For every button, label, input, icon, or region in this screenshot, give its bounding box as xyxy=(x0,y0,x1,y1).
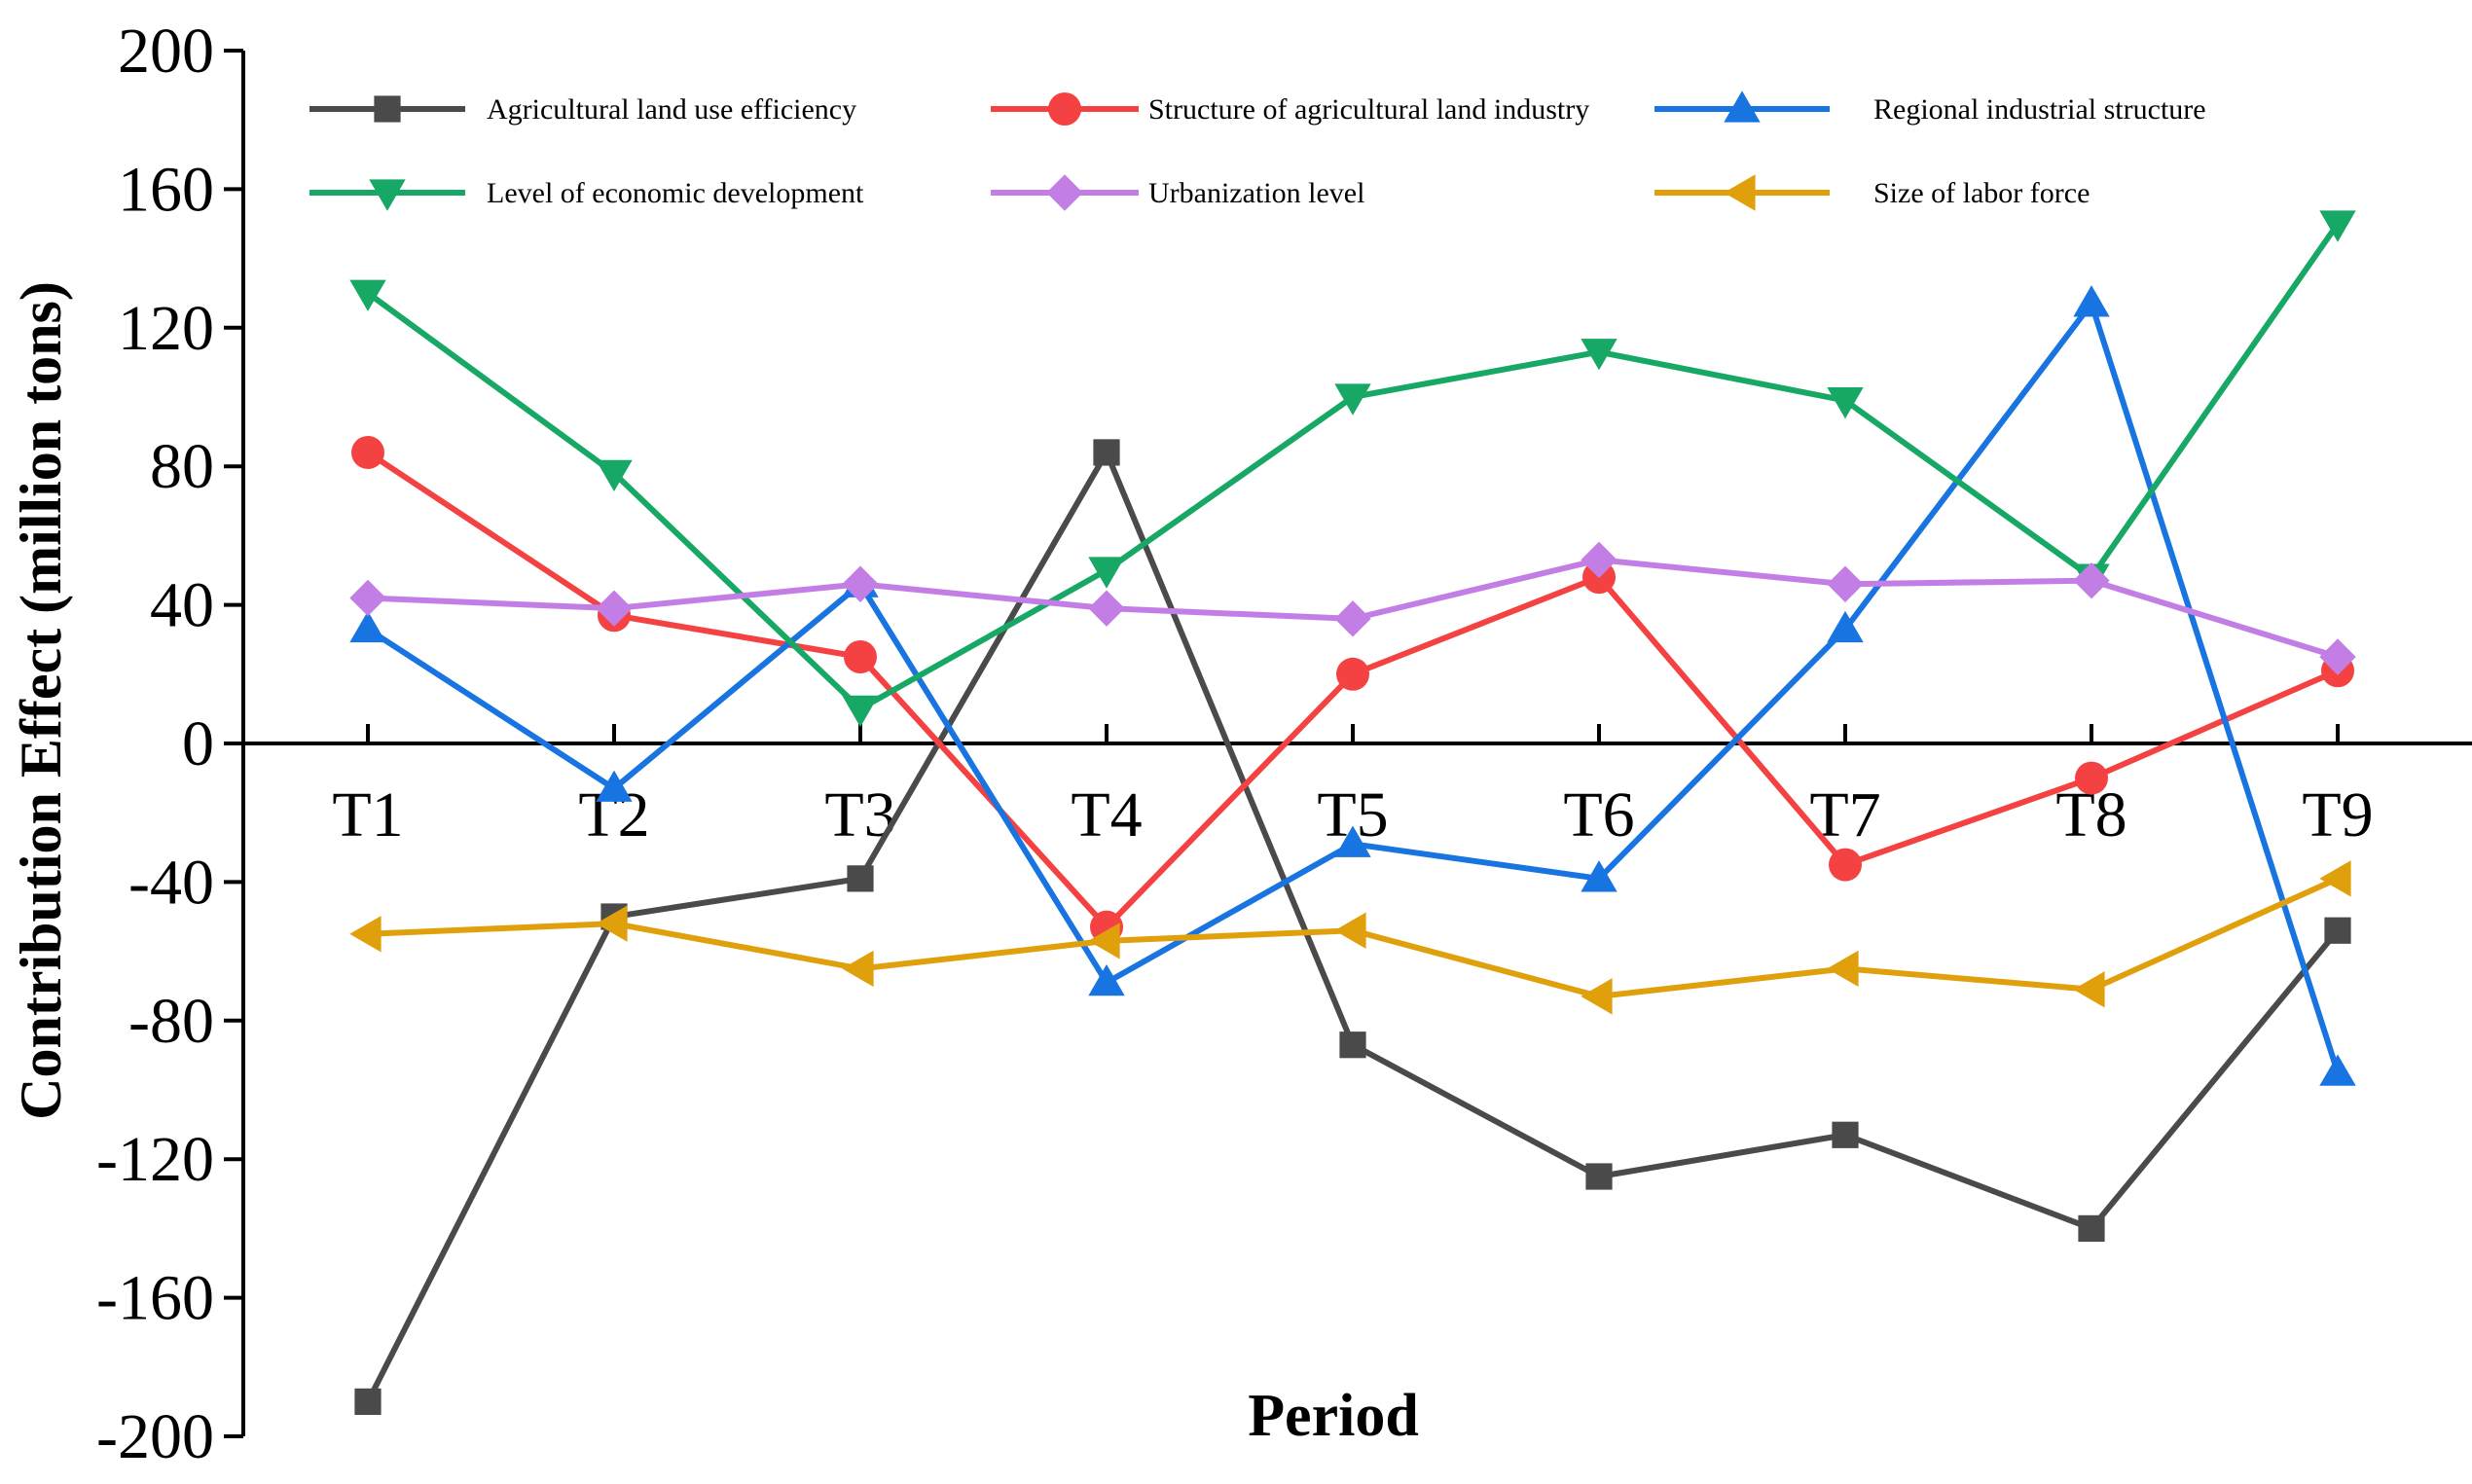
x-tick-label: T1 xyxy=(332,779,403,851)
legend-item: Structure of agricultural land industry xyxy=(991,92,1589,126)
data-point xyxy=(596,590,633,627)
data-point xyxy=(1827,610,1864,643)
data-point xyxy=(2319,1054,2356,1086)
data-point xyxy=(596,459,633,492)
data-point xyxy=(349,610,386,643)
data-point xyxy=(2319,638,2356,675)
data-point xyxy=(2319,860,2351,897)
data-point xyxy=(2073,285,2110,317)
y-tick-label: -120 xyxy=(96,1124,214,1195)
y-tick-label: 120 xyxy=(118,293,214,364)
data-point xyxy=(2319,210,2356,242)
data-point xyxy=(2073,971,2105,1008)
y-axis-title: Contribution Effect (million tons) xyxy=(9,281,73,1120)
legend: Agricultural land use efficiency Structur… xyxy=(309,90,2206,211)
data-point xyxy=(1088,963,1125,996)
data-point xyxy=(1334,383,1371,416)
data-point xyxy=(1334,600,1371,637)
data-point xyxy=(596,905,628,942)
y-tick-label: 40 xyxy=(150,570,214,641)
data-point xyxy=(1827,950,1859,988)
data-point xyxy=(349,916,382,953)
data-point xyxy=(349,279,386,311)
legend-marker xyxy=(1724,90,1761,123)
data-point xyxy=(1829,848,1862,882)
legend-label: Agricultural land use efficiency xyxy=(487,93,856,126)
data-point xyxy=(354,1388,382,1415)
data-point xyxy=(1581,978,1613,1015)
data-point xyxy=(1832,1121,1859,1148)
legend-item: Regional industrial structure xyxy=(1654,90,2206,126)
series-urbanization-level xyxy=(349,541,2356,675)
legend-item: Agricultural land use efficiency xyxy=(309,93,856,126)
data-point xyxy=(1088,557,1125,589)
x-tick-label: T4 xyxy=(1071,779,1142,851)
y-tick-label: -160 xyxy=(96,1263,214,1334)
x-axis-title: Period xyxy=(1248,1383,1419,1449)
data-point xyxy=(1088,590,1125,627)
data-point xyxy=(1334,825,1371,857)
legend-label: Structure of agricultural land industry xyxy=(1148,93,1589,126)
data-point xyxy=(596,770,633,802)
legend-label: Size of labor force xyxy=(1873,177,2090,209)
x-tick-label: T6 xyxy=(1563,779,1634,851)
data-point xyxy=(844,640,877,673)
y-tick-label: -200 xyxy=(96,1401,214,1472)
data-point xyxy=(1088,923,1120,959)
data-point xyxy=(1339,1032,1366,1059)
legend-item: Urbanization level xyxy=(991,174,1364,211)
data-point xyxy=(1581,339,1618,371)
series-level-of-economic-development xyxy=(349,210,2356,728)
y-tick-label: 0 xyxy=(182,708,214,779)
x-tick-label: T9 xyxy=(2302,779,2373,851)
legend-label: Level of economic development xyxy=(487,177,864,209)
legend-marker xyxy=(1048,92,1081,126)
data-point xyxy=(842,565,879,602)
data-point xyxy=(1585,1163,1613,1190)
y-tick-label: 200 xyxy=(118,16,214,87)
data-point xyxy=(2075,761,2108,795)
legend-marker xyxy=(369,179,406,211)
y-tick-label: 80 xyxy=(150,431,214,502)
data-point xyxy=(351,435,384,469)
legend-marker xyxy=(374,95,401,123)
legend-marker xyxy=(1724,174,1756,211)
data-point xyxy=(1827,565,1864,602)
data-point xyxy=(842,950,874,988)
y-tick-label: -40 xyxy=(128,847,214,918)
data-point xyxy=(2073,561,2110,599)
data-point xyxy=(2324,917,2351,944)
y-tick-label: -80 xyxy=(128,986,214,1057)
legend-marker xyxy=(1046,174,1083,211)
legend-label: Urbanization level xyxy=(1148,177,1364,209)
legend-item: Level of economic development xyxy=(309,177,864,211)
data-point xyxy=(349,579,386,617)
data-point xyxy=(1334,912,1366,949)
legend-item: Size of labor force xyxy=(1654,174,2090,211)
series-size-of-labor-force xyxy=(349,860,2351,1015)
data-point xyxy=(842,695,879,728)
data-point xyxy=(1581,541,1618,579)
data-point xyxy=(1827,386,1864,419)
data-point xyxy=(847,865,874,892)
data-point xyxy=(1336,657,1369,691)
y-tick-label: 160 xyxy=(118,154,214,225)
data-point xyxy=(1093,439,1120,466)
data-point xyxy=(2078,1214,2105,1242)
data-point xyxy=(1581,860,1618,892)
legend-label: Regional industrial structure xyxy=(1873,93,2206,126)
series-layer xyxy=(349,210,2356,1415)
